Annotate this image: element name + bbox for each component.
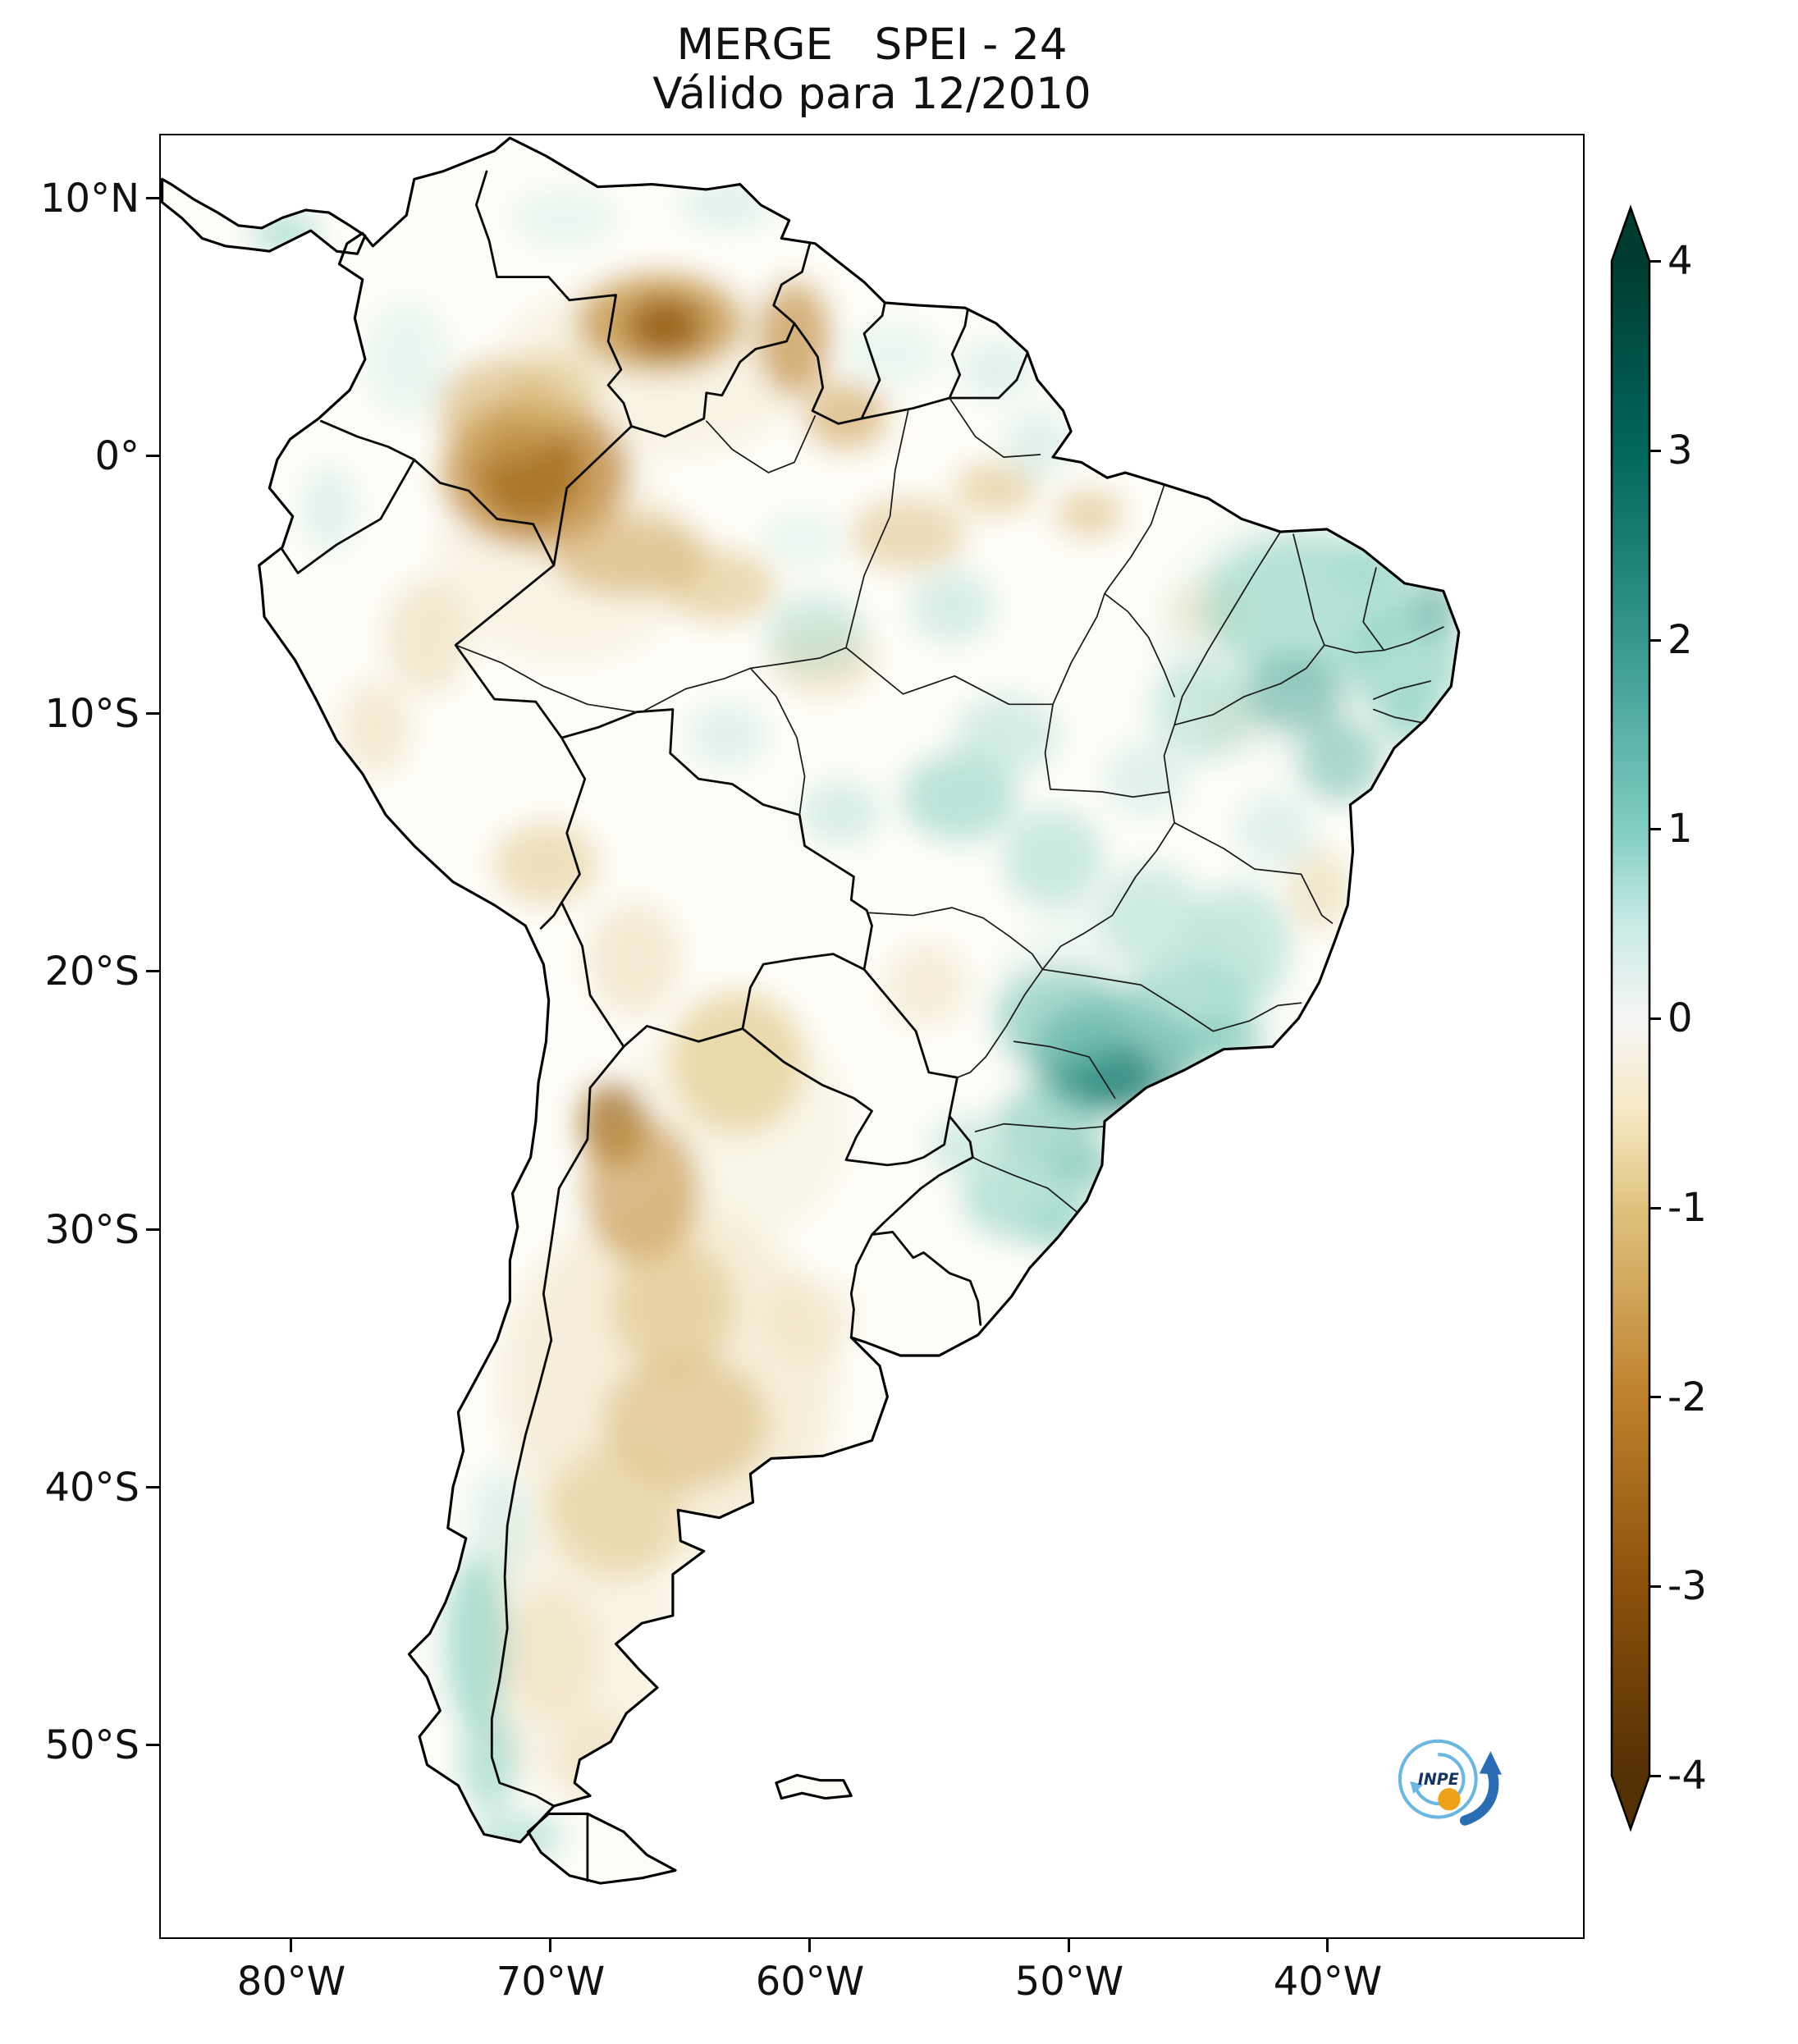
country-borders: [281, 170, 1028, 1882]
map-frame: [159, 134, 1585, 1939]
y-tick-label: 0°: [94, 433, 140, 479]
axis-tick: [146, 712, 159, 715]
x-tick-label: 50°W: [1014, 1959, 1124, 2005]
axis-tick: [1326, 1939, 1329, 1952]
figure-title: MERGE SPEI - 24: [676, 20, 1068, 70]
axis-tick: [1068, 1939, 1070, 1952]
colorbar-label: 2: [1668, 617, 1693, 663]
logo-swoosh-arrowhead-icon: [1479, 1751, 1502, 1775]
axis-tick: [290, 1939, 292, 1952]
axis-tick: [808, 1939, 811, 1952]
axis-tick: [146, 455, 159, 457]
axis-tick: [146, 1228, 159, 1231]
state-borders: [455, 397, 1444, 1213]
y-tick-label: 40°S: [44, 1465, 140, 1511]
colorbar-label: -1: [1668, 1185, 1707, 1231]
colorbar-label: -4: [1668, 1753, 1707, 1799]
y-tick-label: 30°S: [44, 1207, 140, 1253]
colorbar-label: 0: [1668, 995, 1693, 1041]
logo-inner-orbit-icon: [1414, 1753, 1466, 1806]
axis-tick: [146, 1744, 159, 1746]
y-tick-label: 10°N: [40, 176, 140, 222]
colorbar-tick: [1649, 1396, 1661, 1398]
colorbar-tick: [1649, 450, 1661, 452]
colorbar-label: 4: [1668, 238, 1693, 284]
logo-orbit-icon: [1398, 1739, 1478, 1819]
logo-text: INPE: [1418, 1770, 1459, 1789]
colorbar-label: -2: [1668, 1374, 1707, 1420]
logo-arrowhead-icon: [1410, 1781, 1424, 1794]
logo-swoosh-icon: [1459, 1763, 1499, 1826]
colorbar-tick: [1649, 639, 1661, 642]
colorbar-tick: [1649, 260, 1661, 263]
colorbar-label: 3: [1668, 428, 1693, 473]
axis-tick: [549, 1939, 551, 1952]
axis-tick: [146, 970, 159, 972]
x-tick-label: 40°W: [1273, 1959, 1383, 2005]
colorbar-tick: [1649, 1775, 1661, 1777]
axis-tick: [146, 197, 159, 199]
figure-subtitle: Válido para 12/2010: [652, 69, 1091, 119]
x-tick-label: 70°W: [496, 1959, 606, 2005]
x-tick-label: 80°W: [236, 1959, 346, 2005]
colorbar-tick: [1649, 1207, 1661, 1209]
axis-tick: [146, 1486, 159, 1488]
logo-planet-icon: [1438, 1788, 1461, 1811]
colorbar: [1610, 204, 1651, 1832]
colorbar-tick: [1649, 828, 1661, 830]
colorbar-label: 1: [1668, 806, 1693, 852]
y-tick-label: 20°S: [44, 949, 140, 995]
colorbar-gradient: [1610, 204, 1651, 1832]
south-america-map: [161, 135, 1583, 1937]
colorbar-tick: [1649, 1017, 1661, 1020]
colorbar-label: -3: [1668, 1563, 1707, 1609]
colorbar-tick: [1649, 1585, 1661, 1588]
x-tick-label: 60°W: [755, 1959, 865, 2005]
inpe-logo: INPE: [1391, 1723, 1514, 1834]
y-tick-label: 10°S: [44, 691, 140, 737]
y-tick-label: 50°S: [44, 1722, 140, 1768]
